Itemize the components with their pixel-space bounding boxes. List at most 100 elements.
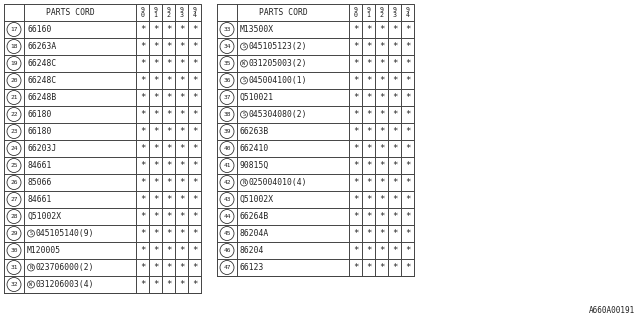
Text: 66263B: 66263B: [240, 127, 269, 136]
Text: M13500X: M13500X: [240, 25, 274, 34]
Text: *: *: [405, 229, 410, 238]
Text: *: *: [379, 195, 384, 204]
Text: 66248C: 66248C: [27, 59, 56, 68]
Text: 41: 41: [223, 163, 231, 168]
Text: 43: 43: [223, 197, 231, 202]
Text: 30: 30: [10, 248, 18, 253]
Text: *: *: [166, 127, 171, 136]
Text: N: N: [29, 265, 33, 270]
Text: *: *: [405, 178, 410, 187]
Text: N: N: [243, 180, 246, 185]
Text: 21: 21: [10, 95, 18, 100]
Text: 40: 40: [223, 146, 231, 151]
Text: *: *: [366, 161, 371, 170]
Text: *: *: [392, 161, 397, 170]
Text: *: *: [166, 93, 171, 102]
Text: *: *: [153, 42, 158, 51]
Text: *: *: [153, 110, 158, 119]
Text: *: *: [166, 110, 171, 119]
Text: *: *: [140, 59, 145, 68]
Text: *: *: [192, 93, 197, 102]
Text: *: *: [405, 212, 410, 221]
Text: *: *: [379, 127, 384, 136]
Text: *: *: [166, 246, 171, 255]
Text: 42: 42: [223, 180, 231, 185]
Text: *: *: [179, 229, 184, 238]
Text: *: *: [192, 161, 197, 170]
Text: 47: 47: [223, 265, 231, 270]
Text: *: *: [179, 280, 184, 289]
Text: *: *: [153, 246, 158, 255]
Text: *: *: [379, 212, 384, 221]
Text: *: *: [405, 127, 410, 136]
Text: PARTS CORD: PARTS CORD: [45, 8, 94, 17]
Text: 85066: 85066: [27, 178, 51, 187]
Text: *: *: [192, 110, 197, 119]
Text: 35: 35: [223, 61, 231, 66]
Text: *: *: [166, 178, 171, 187]
Text: *: *: [179, 212, 184, 221]
Text: *: *: [366, 212, 371, 221]
Text: *: *: [153, 212, 158, 221]
Text: *: *: [353, 229, 358, 238]
Text: *: *: [166, 161, 171, 170]
Text: 045105123(2): 045105123(2): [248, 42, 307, 51]
Text: *: *: [192, 246, 197, 255]
Text: 9
2: 9 2: [166, 7, 170, 18]
Text: *: *: [405, 42, 410, 51]
Text: *: *: [153, 178, 158, 187]
Text: 20: 20: [10, 78, 18, 83]
Text: *: *: [192, 229, 197, 238]
Text: *: *: [392, 263, 397, 272]
Text: 662410: 662410: [240, 144, 269, 153]
Text: *: *: [179, 178, 184, 187]
Text: *: *: [140, 178, 145, 187]
Text: 28: 28: [10, 214, 18, 219]
Text: *: *: [392, 76, 397, 85]
Text: *: *: [405, 195, 410, 204]
Text: PARTS CORD: PARTS CORD: [259, 8, 307, 17]
Text: *: *: [192, 76, 197, 85]
Text: *: *: [153, 59, 158, 68]
Text: M120005: M120005: [27, 246, 61, 255]
Text: *: *: [392, 229, 397, 238]
Text: *: *: [366, 76, 371, 85]
Text: *: *: [392, 59, 397, 68]
Text: W: W: [29, 282, 33, 287]
Text: 23: 23: [10, 129, 18, 134]
Text: 38: 38: [223, 112, 231, 117]
Text: *: *: [192, 25, 197, 34]
Text: *: *: [153, 161, 158, 170]
Text: *: *: [392, 212, 397, 221]
Text: 19: 19: [10, 61, 18, 66]
Text: *: *: [192, 195, 197, 204]
Text: 86204: 86204: [240, 246, 264, 255]
Text: 39: 39: [223, 129, 231, 134]
Text: 031206003(4): 031206003(4): [35, 280, 94, 289]
Text: *: *: [353, 263, 358, 272]
Text: *: *: [166, 76, 171, 85]
Text: *: *: [140, 110, 145, 119]
Text: *: *: [140, 212, 145, 221]
Text: 9
3: 9 3: [179, 7, 184, 18]
Text: *: *: [153, 229, 158, 238]
Text: 25: 25: [10, 163, 18, 168]
Text: *: *: [166, 144, 171, 153]
Text: *: *: [153, 144, 158, 153]
Text: *: *: [353, 161, 358, 170]
Text: *: *: [192, 280, 197, 289]
Text: 9
0: 9 0: [141, 7, 145, 18]
Text: *: *: [140, 76, 145, 85]
Text: 24: 24: [10, 146, 18, 151]
Text: *: *: [140, 42, 145, 51]
Text: *: *: [405, 59, 410, 68]
Text: 031205003(2): 031205003(2): [248, 59, 307, 68]
Text: *: *: [166, 280, 171, 289]
Text: 045304080(2): 045304080(2): [248, 110, 307, 119]
Text: *: *: [192, 144, 197, 153]
Text: 9
3: 9 3: [392, 7, 397, 18]
Text: *: *: [140, 144, 145, 153]
Text: *: *: [366, 127, 371, 136]
Text: *: *: [166, 263, 171, 272]
Text: 46: 46: [223, 248, 231, 253]
